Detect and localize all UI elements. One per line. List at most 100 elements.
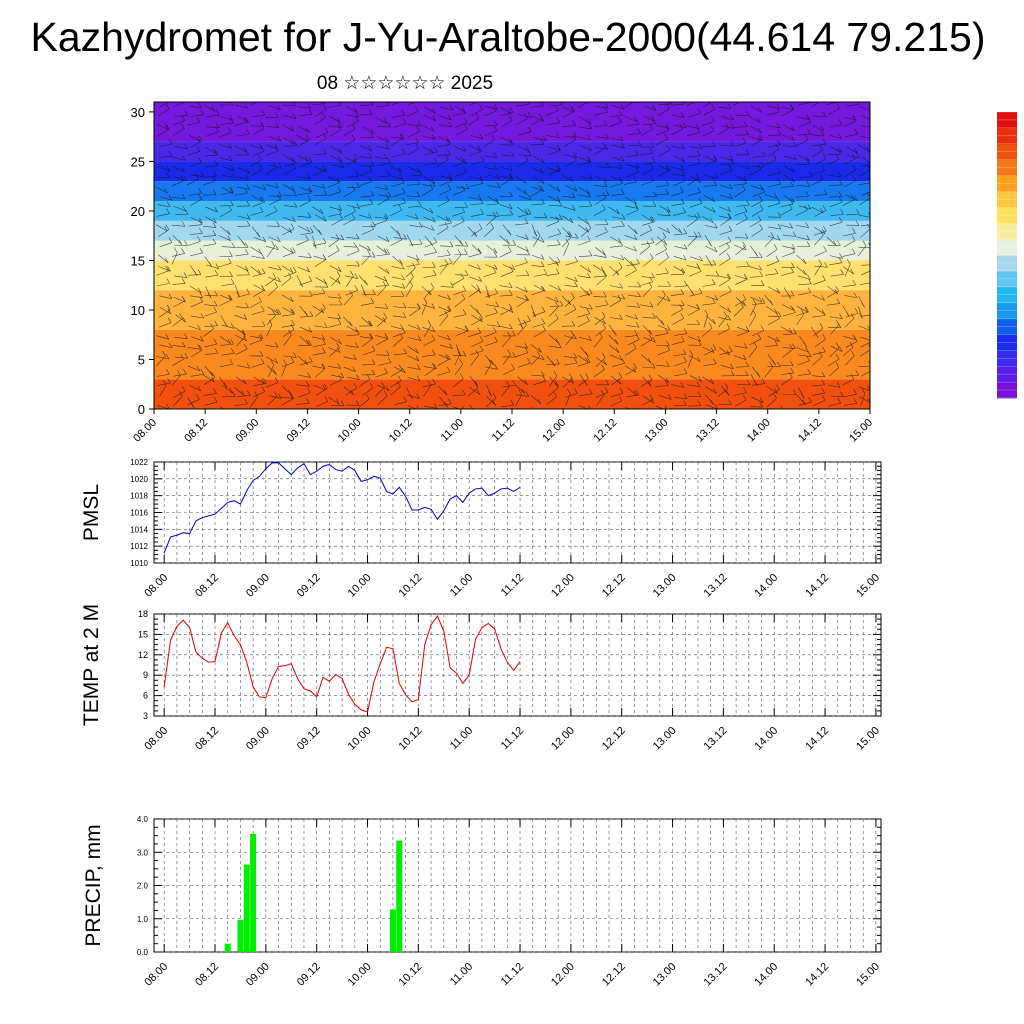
wind-barb-flag [321, 164, 326, 170]
wind-barb [547, 318, 559, 327]
wind-barb [468, 332, 481, 337]
wind-barb-flag [338, 205, 343, 211]
wind-barb-flag [666, 207, 671, 213]
wind-barb [328, 213, 342, 217]
wind-barb-flag [871, 185, 874, 190]
wind-barb-flag [730, 140, 734, 147]
wind-barb-flag [664, 405, 668, 409]
wind-barb-flag [728, 286, 732, 292]
wind-barb [422, 383, 436, 388]
wind-barb-flag [804, 205, 808, 211]
wind-barb-flag [586, 188, 590, 195]
wind-barb-flag [245, 174, 249, 180]
wind-barb [375, 335, 388, 339]
wind-barb-flag [507, 349, 511, 355]
wind-barb-flag [587, 118, 592, 125]
wind-barb-flag [335, 234, 340, 240]
wind-barb-flag [558, 342, 562, 348]
wind-barb [609, 166, 623, 169]
wind-barb-flag [457, 249, 462, 256]
wind-barb [327, 365, 341, 369]
wind-barb-flag [756, 372, 761, 378]
wind-barb-flag [840, 209, 844, 215]
wind-barb [752, 155, 766, 158]
wind-barb [346, 376, 360, 380]
wind-barb-flag [214, 206, 218, 213]
wind-barb-flag [193, 270, 198, 277]
wind-barb [719, 230, 732, 235]
wind-barb-flag [486, 292, 490, 299]
wind-barb-flag [263, 378, 267, 384]
wind-barb-flag [385, 268, 390, 274]
colorbar-swatch [997, 112, 1017, 129]
wind-barb-flag [399, 332, 403, 339]
wind-barb-flag [475, 350, 479, 356]
wind-barb [190, 315, 204, 319]
wind-barb [811, 134, 825, 137]
wind-barb [345, 275, 358, 279]
wind-barb [250, 266, 262, 275]
wind-barb-flag [742, 137, 747, 144]
wind-barb-flag [524, 257, 528, 263]
wind-barb-flag [272, 310, 276, 316]
wind-barb-flag [814, 332, 819, 339]
wind-barb-flag [697, 356, 701, 362]
wind-barb-flag [479, 104, 483, 110]
wind-barb [658, 164, 671, 171]
wind-barb [203, 175, 217, 178]
wind-barb-flag [401, 109, 405, 116]
wind-barb [422, 354, 436, 357]
wind-barb [670, 103, 684, 106]
wind-barb-flag [290, 393, 294, 399]
wind-barb-flag [697, 231, 702, 238]
wind-barb [687, 132, 700, 137]
wind-barb [671, 309, 683, 316]
wind-barb-flag [168, 237, 173, 243]
wind-barb-flag [214, 290, 218, 297]
wind-barb-flag [867, 325, 870, 331]
wind-barb-flag [699, 255, 703, 262]
wind-barb-flag [462, 350, 467, 357]
wind-barb [565, 185, 578, 192]
wind-barb [424, 405, 438, 409]
x-tick-label: 12.00 [549, 572, 577, 600]
wind-barb-flag [198, 194, 203, 200]
wind-barb [687, 384, 700, 388]
wind-barb [780, 272, 794, 276]
wind-barb [327, 182, 340, 188]
wind-barb-flag [369, 320, 373, 326]
wind-barb-flag [821, 379, 825, 385]
wind-barb-flag [708, 261, 713, 267]
wind-barb-flag [337, 318, 342, 325]
wind-barb-flag [496, 182, 501, 188]
wind-barb [720, 156, 734, 162]
wind-barb [235, 104, 248, 109]
wind-barb [499, 214, 513, 216]
wind-barb-flag [762, 150, 766, 157]
wind-barb-flag [523, 178, 527, 184]
wind-barb-flag [862, 240, 867, 246]
wind-barb-flag [308, 109, 313, 115]
wind-barb [375, 372, 388, 378]
wind-barb [845, 224, 859, 226]
wind-barb [502, 354, 511, 366]
wind-barb-flag [197, 385, 202, 392]
wind-barb-flag [683, 368, 688, 374]
wind-barb [640, 304, 654, 308]
wind-barb-flag [415, 348, 419, 354]
wind-barb-flag [819, 95, 822, 100]
wind-barb-flag [197, 287, 202, 294]
wind-barb [173, 373, 187, 377]
wind-barb-flag [866, 146, 870, 152]
wind-barb-flag [754, 251, 759, 257]
wind-barb [783, 333, 797, 335]
wind-barb-flag [261, 284, 265, 291]
wind-barb [704, 159, 717, 167]
wind-barb-flag [681, 336, 685, 342]
wind-barb-flag [322, 303, 326, 309]
wind-barb-flag [479, 316, 483, 322]
wind-barb [642, 214, 654, 223]
wind-barb-flag [337, 278, 341, 284]
wind-barb-flag [292, 163, 296, 169]
wind-barb [252, 128, 265, 135]
